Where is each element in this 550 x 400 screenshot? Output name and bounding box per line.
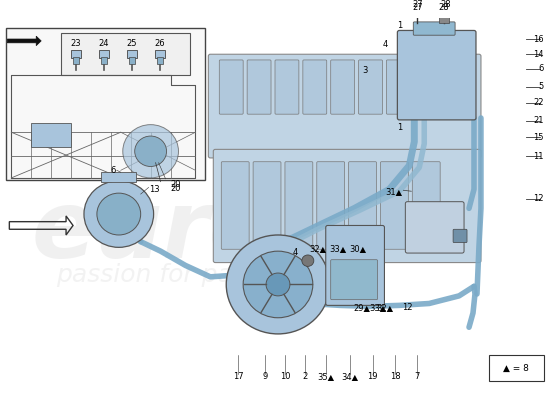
Circle shape [243,251,313,318]
Text: 23: 23 [71,38,81,48]
Text: 6: 6 [111,166,116,175]
FancyBboxPatch shape [208,54,481,158]
FancyBboxPatch shape [405,202,464,253]
Text: 32▲: 32▲ [309,244,326,252]
Text: 13: 13 [148,185,159,194]
Text: 30▲: 30▲ [349,244,366,252]
FancyBboxPatch shape [414,60,438,114]
Text: 6: 6 [538,64,543,73]
Text: 1: 1 [397,123,402,132]
Bar [73,57,79,64]
FancyBboxPatch shape [453,229,467,242]
FancyBboxPatch shape [331,60,355,114]
Polygon shape [7,36,41,46]
Bar [71,50,81,58]
Text: 20: 20 [170,180,180,189]
Text: 9: 9 [262,372,268,382]
Text: 25: 25 [126,38,137,48]
Text: 16: 16 [533,34,543,44]
Text: ▲ = 8: ▲ = 8 [503,364,529,373]
FancyBboxPatch shape [285,162,313,249]
Text: 14: 14 [533,50,543,59]
FancyBboxPatch shape [381,162,408,249]
FancyBboxPatch shape [303,60,327,114]
Circle shape [266,273,290,296]
Text: 32▲: 32▲ [376,304,393,312]
FancyBboxPatch shape [317,162,345,249]
Text: 28: 28 [441,0,452,8]
Text: 29▲: 29▲ [353,304,370,312]
Text: 19: 19 [367,372,378,382]
Text: 3: 3 [362,66,367,75]
FancyBboxPatch shape [219,60,243,114]
Text: 20: 20 [170,184,181,193]
Text: 28: 28 [439,3,449,12]
Text: 1: 1 [397,21,403,30]
Text: 10: 10 [280,372,290,382]
Circle shape [302,255,314,266]
FancyBboxPatch shape [412,162,440,249]
FancyBboxPatch shape [213,149,481,262]
Text: 18: 18 [390,372,401,382]
Text: 4: 4 [292,248,298,257]
FancyBboxPatch shape [253,162,281,249]
Text: 21: 21 [533,116,543,125]
Text: 27: 27 [412,3,422,12]
Text: 11: 11 [533,152,543,160]
FancyBboxPatch shape [387,60,410,114]
Bar [157,57,163,64]
Bar [61,33,190,75]
Text: 27: 27 [412,0,422,8]
FancyBboxPatch shape [221,162,249,249]
FancyBboxPatch shape [326,226,384,305]
Text: 2: 2 [302,372,307,382]
Bar [129,57,135,64]
FancyBboxPatch shape [359,60,382,114]
Bar [439,12,449,23]
Text: passion for parts: passion for parts [56,263,266,287]
FancyBboxPatch shape [398,30,476,120]
Bar [99,50,109,58]
Text: 17: 17 [233,372,244,382]
Text: 12: 12 [533,194,543,203]
FancyBboxPatch shape [331,260,377,300]
Bar [101,57,107,64]
Text: 12: 12 [403,304,413,312]
Text: 35▲: 35▲ [317,372,334,382]
Circle shape [226,235,329,334]
Text: 22: 22 [533,98,543,107]
FancyBboxPatch shape [275,60,299,114]
FancyBboxPatch shape [413,22,455,35]
Text: 34▲: 34▲ [341,372,358,382]
Bar [126,50,137,58]
Text: 5: 5 [538,82,543,91]
Circle shape [97,193,141,235]
Bar [7,28,205,180]
Bar [101,172,136,182]
Circle shape [135,136,167,166]
Text: 31▲: 31▲ [385,187,403,196]
Text: 15: 15 [533,132,543,142]
FancyBboxPatch shape [349,162,377,249]
Text: 4: 4 [382,40,387,49]
Circle shape [123,125,179,178]
Text: 24: 24 [98,38,109,48]
Text: 7: 7 [415,372,420,382]
Text: euro: euro [31,186,274,278]
Bar [155,50,164,58]
Bar [489,355,543,382]
Text: 33▲: 33▲ [329,244,346,252]
Circle shape [84,181,153,247]
FancyBboxPatch shape [247,60,271,114]
Text: 33▲: 33▲ [369,304,386,312]
Bar [31,123,71,146]
Text: 26: 26 [154,38,165,48]
